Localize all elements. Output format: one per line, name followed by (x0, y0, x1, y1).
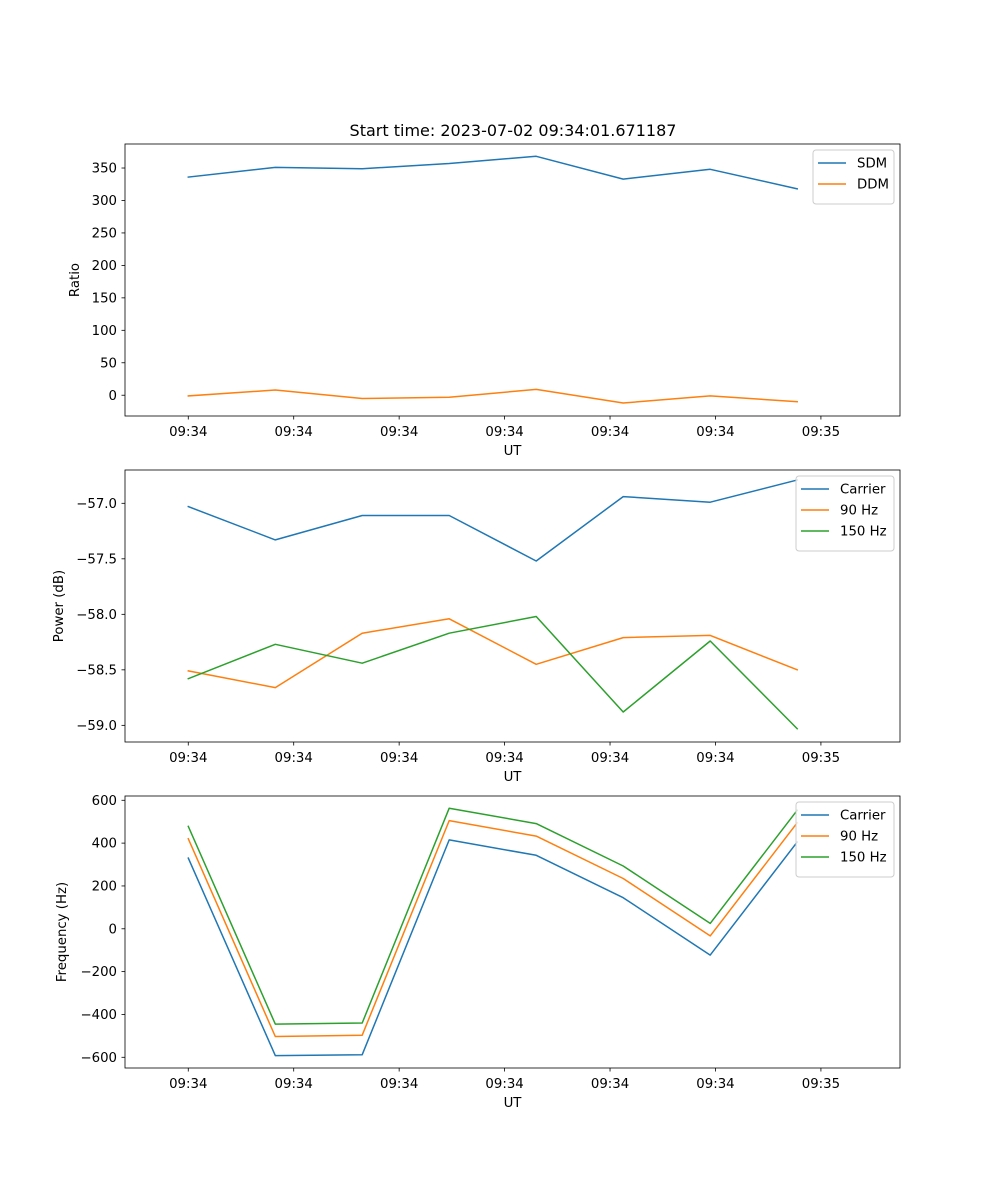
y-tick-label: 50 (100, 356, 117, 371)
series-line-150-hz (187, 615, 799, 730)
x-tick-label: 09:34 (696, 1077, 734, 1092)
x-tick-label: 09:34 (275, 1077, 313, 1092)
x-tick-label: 09:34 (696, 751, 734, 766)
y-tick-label: 400 (92, 837, 117, 852)
subplots: 09:34 09:34 09:34 09:34 09:34 09:34 09:35 0 50 10… (52, 143, 901, 1111)
subplot-1: 09:34 09:34 09:34 09:34 09:34 09:34 09:35 0 50 10… (68, 143, 901, 459)
legend: Carrier 90 Hz 150 Hz (795, 801, 895, 878)
legend-frame (795, 801, 895, 878)
y-tick-label: −58.5 (76, 663, 117, 678)
legend-label: 90 Hz (840, 830, 878, 845)
y-tick-label: 250 (92, 227, 117, 242)
legend-label: Carrier (840, 483, 886, 498)
subplot-2: 09:34 09:34 09:34 09:34 09:34 09:34 09:35 −59.0… (52, 469, 901, 785)
series-line-ddm (187, 388, 798, 404)
y-tick-label: −200 (80, 965, 117, 980)
subplot-3: 09:34 09:34 09:34 09:34 09:34 09:34 09:35 −600 −… (55, 794, 901, 1111)
x-tick-label: 09:34 (591, 425, 629, 440)
y-tick-label: −57.5 (76, 552, 117, 567)
x-tick-label: 09:34 (169, 751, 207, 766)
y-tick-label: −57.0 (76, 497, 117, 512)
series-line-carrier (187, 479, 799, 562)
y-tick-label: −58.0 (76, 608, 117, 623)
legend-label: 150 Hz (840, 851, 887, 866)
legend-frame (795, 475, 895, 552)
series-line-90-hz (187, 819, 799, 1038)
y-tick-label: 600 (92, 794, 117, 809)
x-tick-label: 09:34 (169, 1077, 207, 1092)
y-tick-label: 0 (109, 922, 117, 937)
legend-label: 150 Hz (840, 525, 887, 540)
x-tick-label: 09:34 (696, 425, 734, 440)
y-tick-label: 350 (92, 162, 117, 177)
y-tick-label: 200 (92, 880, 117, 895)
series-line-150-hz (187, 807, 799, 1025)
x-tick-label: 09:34 (275, 425, 313, 440)
figure-title: Start time: 2023-07-02 09:34:01.671187 (350, 121, 677, 140)
y-tick-label: 150 (92, 291, 117, 306)
series-line-carrier (187, 839, 799, 1057)
legend-label: Carrier (840, 809, 886, 824)
y-tick-label: 300 (92, 194, 117, 209)
x-axis-label: UT (504, 1096, 523, 1111)
x-tick-label: 09:35 (802, 425, 840, 440)
x-tick-label: 09:34 (380, 1077, 418, 1092)
y-tick-label: 0 (109, 389, 117, 404)
x-tick-label: 09:34 (485, 751, 523, 766)
legend: Carrier 90 Hz 150 Hz (795, 475, 895, 552)
x-tick-label: 09:34 (169, 425, 207, 440)
x-tick-label: 09:35 (802, 1077, 840, 1092)
legend-label: DDM (857, 178, 889, 193)
x-tick-label: 09:35 (802, 751, 840, 766)
axes-frame (124, 469, 901, 743)
series-line-90-hz (187, 618, 799, 689)
x-tick-label: 09:34 (485, 1077, 523, 1092)
y-tick-label: −59.0 (76, 719, 117, 734)
x-tick-label: 09:34 (380, 425, 418, 440)
x-tick-label: 09:34 (591, 751, 629, 766)
x-tick-label: 09:34 (485, 425, 523, 440)
axes-frame (124, 143, 901, 417)
x-tick-label: 09:34 (380, 751, 418, 766)
axes-frame (124, 795, 901, 1069)
legend-label: 90 Hz (840, 504, 878, 519)
y-tick-label: −600 (80, 1051, 117, 1066)
y-tick-label: −400 (80, 1008, 117, 1023)
series-line-sdm (187, 155, 799, 190)
y-tick-label: 100 (92, 324, 117, 339)
legend: SDM DDM (812, 149, 895, 205)
x-tick-label: 09:34 (591, 1077, 629, 1092)
y-axis-label: Frequency (Hz) (55, 882, 70, 982)
y-axis-label: Ratio (68, 263, 83, 297)
y-axis-label: Power (dB) (52, 570, 67, 642)
x-axis-label: UT (504, 770, 523, 785)
x-tick-label: 09:34 (275, 751, 313, 766)
legend-label: SDM (857, 157, 887, 172)
y-tick-label: 200 (92, 259, 117, 274)
x-axis-label: UT (504, 444, 523, 459)
